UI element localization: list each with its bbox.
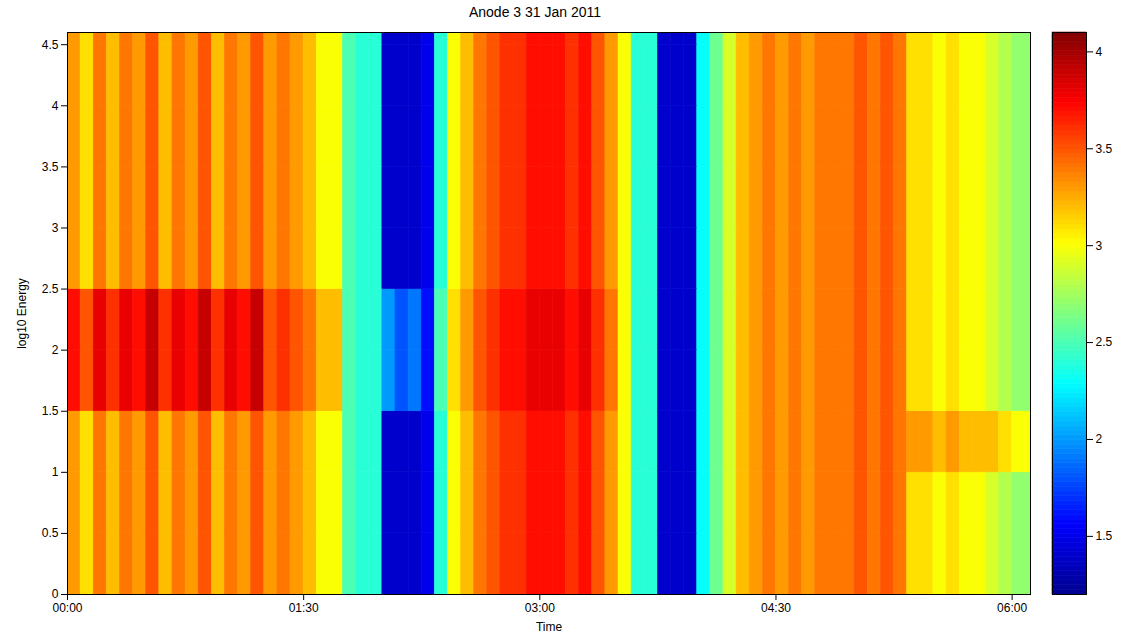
svg-text:4.5: 4.5	[42, 38, 59, 52]
svg-text:3.5: 3.5	[42, 160, 59, 174]
html-text:Anode 3 31 Jan 2011: Anode 3 31 Jan 2011	[469, 4, 601, 20]
svg-text:log10 Energy: log10 Energy	[15, 278, 29, 349]
svg-text:2.5: 2.5	[1096, 335, 1113, 349]
svg-text:1: 1	[52, 465, 59, 479]
svg-text:03:00: 03:00	[525, 601, 555, 615]
svg-text:4: 4	[1096, 45, 1103, 59]
svg-text:4: 4	[52, 99, 59, 113]
svg-text:01:30: 01:30	[289, 601, 319, 615]
svg-text:1.5: 1.5	[1096, 529, 1113, 543]
svg-text:00:00: 00:00	[52, 601, 82, 615]
svg-text:2.5: 2.5	[42, 282, 59, 296]
svg-text:06:00: 06:00	[997, 601, 1027, 615]
svg-text:0.5: 0.5	[42, 526, 59, 540]
svg-text:3: 3	[1096, 239, 1103, 253]
svg-text:0: 0	[52, 587, 59, 601]
svg-text:04:30: 04:30	[761, 601, 791, 615]
svg-text:2: 2	[1096, 432, 1103, 446]
svg-text:3: 3	[52, 221, 59, 235]
svg-text:3.5: 3.5	[1096, 142, 1113, 156]
svg-text:Time: Time	[536, 620, 563, 634]
svg-text:1.5: 1.5	[42, 404, 59, 418]
svg-text:2: 2	[52, 343, 59, 357]
